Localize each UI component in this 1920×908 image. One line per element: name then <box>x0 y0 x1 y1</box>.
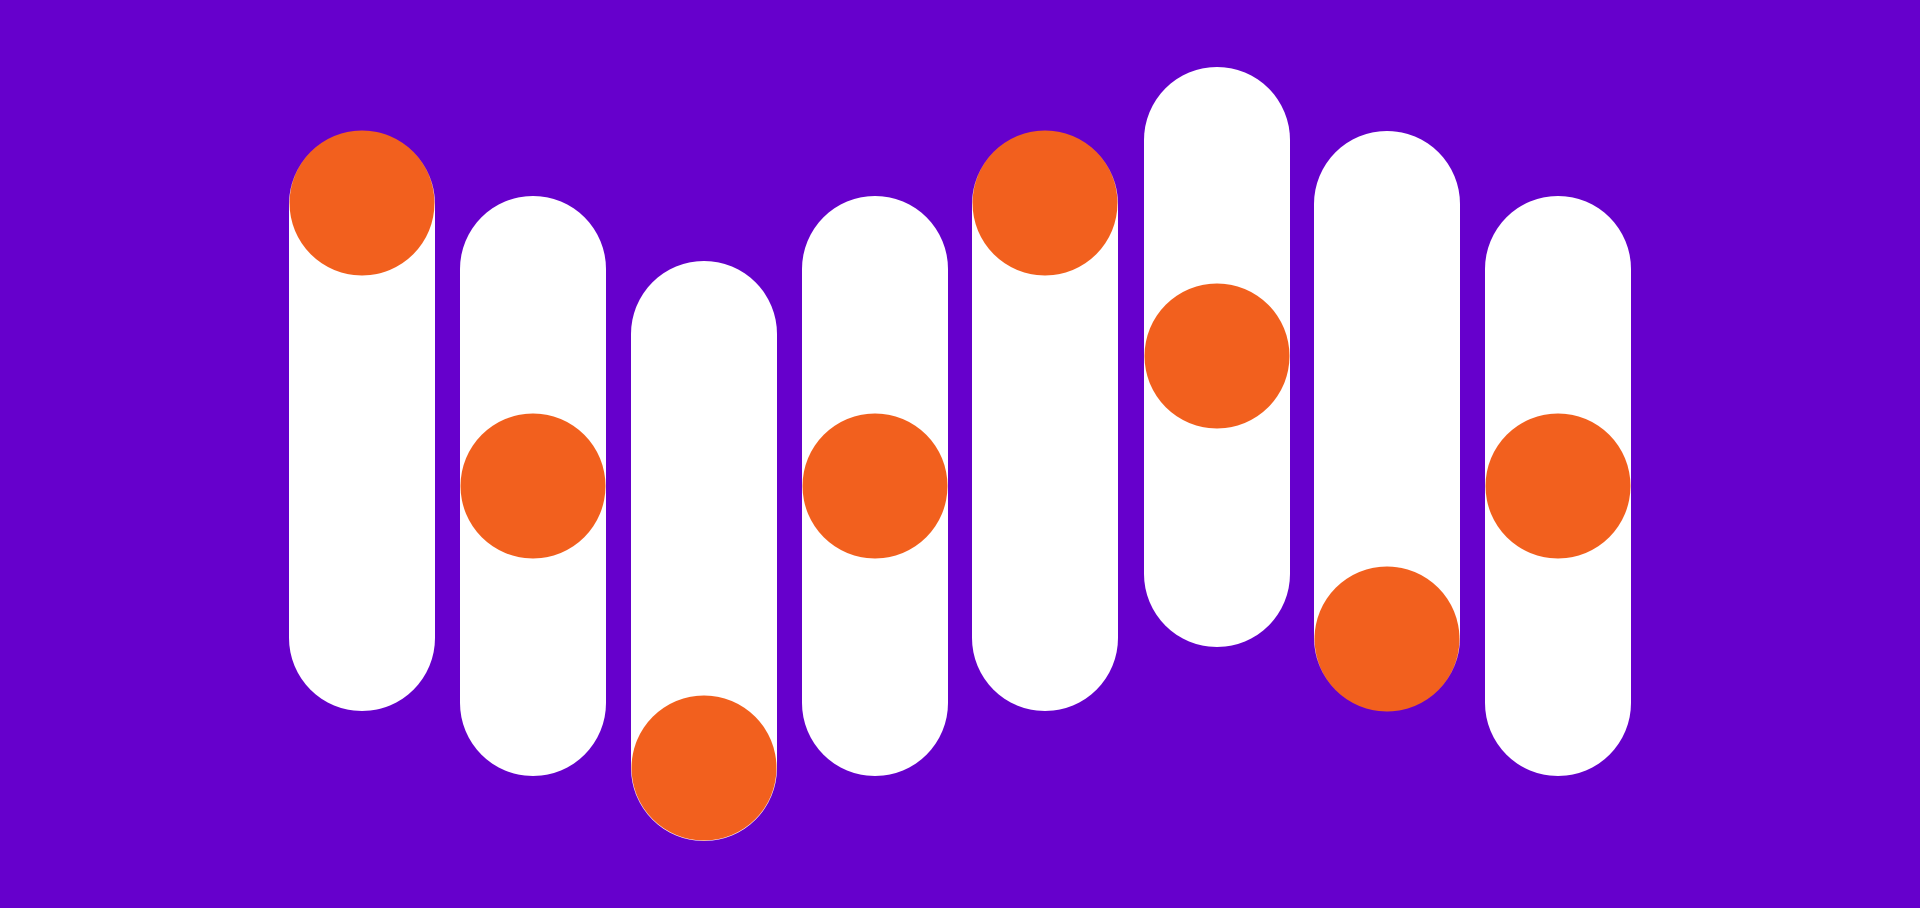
pill-group <box>289 67 1631 841</box>
slider-track-3 <box>631 261 777 841</box>
slider-track-7 <box>1314 131 1460 711</box>
slider-track-1 <box>289 131 435 711</box>
slider-knob-8 <box>1485 413 1631 559</box>
slider-knob-2 <box>460 413 606 559</box>
slider-knob-3 <box>631 695 777 841</box>
slider-knob-5 <box>972 130 1118 276</box>
slider-knob-7 <box>1314 566 1460 712</box>
slider-track-5 <box>972 131 1118 711</box>
slider-knob-1 <box>289 130 435 276</box>
slider-knob-4 <box>802 413 948 559</box>
slider-knob-6 <box>1144 283 1290 429</box>
